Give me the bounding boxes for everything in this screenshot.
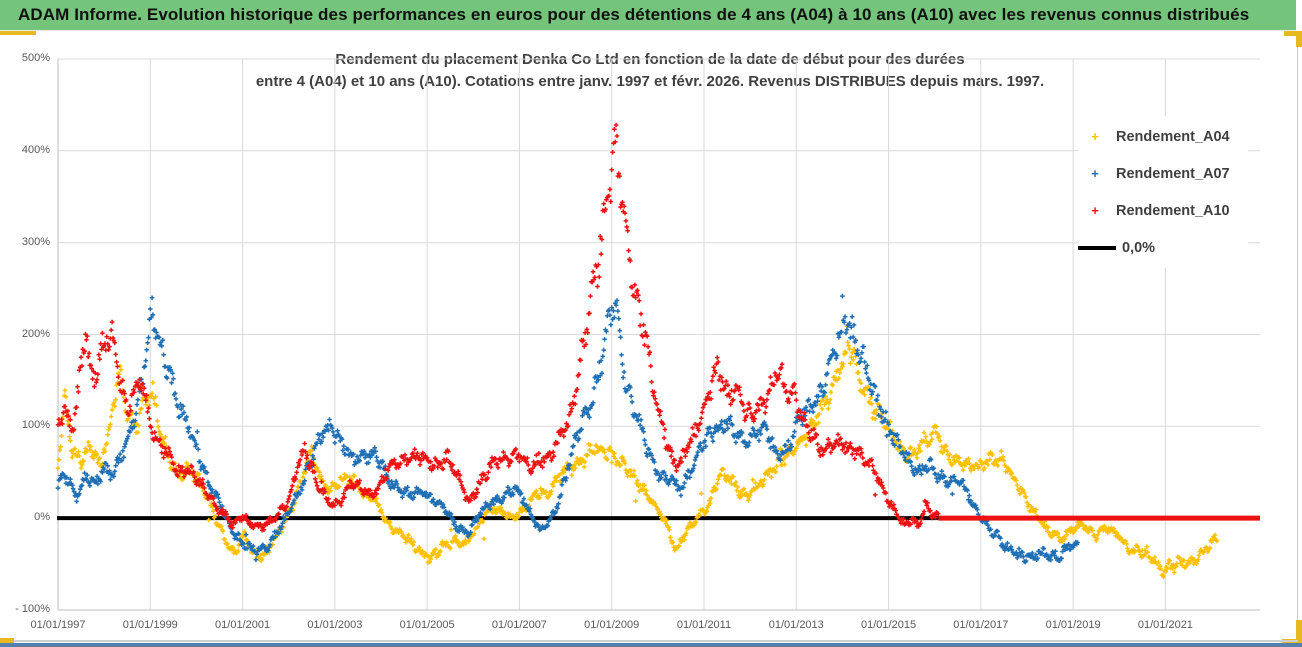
report-title: ADAM Informe. Evolution historique des p…: [18, 5, 1250, 24]
y-tick-label: - 100%: [15, 603, 50, 615]
series-Rendement_A04: [55, 324, 1220, 580]
legend-item-0-0-[interactable]: 0,0%: [1078, 229, 1248, 266]
series-Rendement_A07: [55, 293, 1080, 565]
gold-accent-top-right-v: [1296, 31, 1302, 47]
x-tick-label: 01/01/1997: [30, 619, 86, 631]
x-tick-label: 01/01/2021: [1137, 619, 1193, 631]
x-tick-label: 01/01/1999: [122, 619, 178, 631]
y-tick-label: 100%: [21, 419, 50, 432]
y-tick-label: 500%: [21, 52, 50, 64]
series-Rendement_A10: [55, 122, 941, 533]
x-tick-label: 01/01/2001: [215, 619, 271, 631]
legend-marker-plus-icon: +: [1091, 203, 1099, 218]
legend-zero-line-swatch: [1078, 245, 1116, 250]
gold-accent-top-right: [1284, 31, 1302, 36]
y-tick-label: 400%: [21, 143, 50, 156]
bottom-divider: [14, 640, 1298, 642]
legend-marker-plus-icon: +: [1091, 129, 1099, 144]
legend-label: 0,0%: [1122, 239, 1156, 256]
legend-label: Rendement_A10: [1116, 202, 1230, 219]
x-tick-label: 01/01/2019: [1045, 619, 1101, 631]
chart-title-line2: entre 4 (A04) et 10 ans (A10). Cotations…: [255, 73, 1045, 90]
gold-accent-bottom-left: [0, 638, 14, 644]
gold-accent-top-left: [0, 31, 36, 35]
x-tick-label: 01/01/2013: [768, 619, 824, 631]
legend-item-rendement-a07[interactable]: + Rendement_A07: [1078, 155, 1248, 192]
x-tick-label: 01/01/2007: [491, 619, 547, 631]
legend-label: Rendement_A07: [1116, 165, 1230, 182]
x-tick-label: 01/01/2005: [399, 619, 455, 631]
y-tick-label: 0%: [34, 511, 50, 524]
gold-accent-bottom-right-v: [1296, 620, 1302, 644]
chart-right-border: [1297, 36, 1298, 640]
x-tick-label: 01/01/2003: [307, 619, 363, 631]
x-tick-label: 01/01/2015: [861, 619, 917, 631]
x-tick-label: 01/01/2009: [584, 619, 640, 631]
legend-item-rendement-a04[interactable]: + Rendement_A04: [1078, 118, 1248, 155]
y-tick-label: 200%: [21, 327, 50, 340]
report-header-bar: ADAM Informe. Evolution historique des p…: [0, 0, 1296, 31]
legend-label: Rendement_A04: [1116, 128, 1230, 145]
legend-marker-plus-icon: +: [1091, 166, 1099, 181]
y-tick-label: 300%: [21, 235, 50, 248]
chart-legend[interactable]: + Rendement_A04 + Rendement_A07 + Rendement_A…: [1078, 116, 1248, 268]
x-tick-label: 01/01/2017: [953, 619, 1009, 631]
legend-item-rendement-a10[interactable]: + Rendement_A10: [1078, 192, 1248, 229]
bottom-window-bar: [0, 643, 1302, 647]
x-tick-label: 01/01/2011: [676, 619, 732, 631]
